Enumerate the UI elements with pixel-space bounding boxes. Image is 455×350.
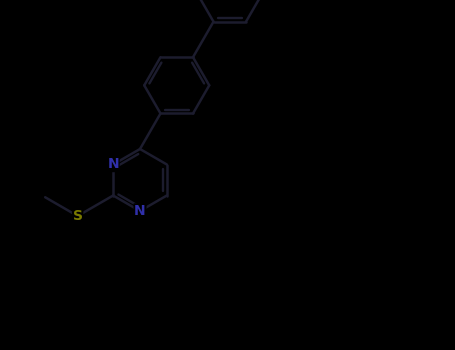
Text: N: N [134,204,146,218]
Text: N: N [107,158,119,172]
Text: S: S [73,209,83,223]
